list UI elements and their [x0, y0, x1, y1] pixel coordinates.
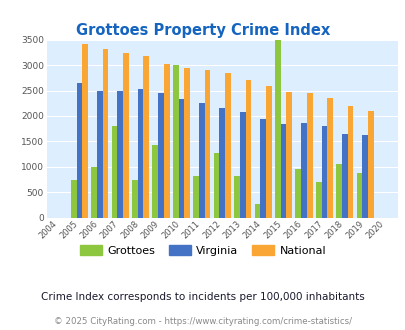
Bar: [213, 153, 219, 218]
Bar: [367, 111, 373, 218]
Text: Grottoes Property Crime Index: Grottoes Property Crime Index: [76, 23, 329, 38]
Bar: [111, 126, 117, 218]
Bar: [123, 53, 128, 218]
Bar: [254, 204, 260, 218]
Bar: [225, 73, 230, 218]
Bar: [295, 169, 301, 218]
Bar: [178, 99, 184, 218]
Bar: [91, 167, 97, 218]
Text: © 2025 CityRating.com - https://www.cityrating.com/crime-statistics/: © 2025 CityRating.com - https://www.city…: [54, 317, 351, 326]
Bar: [198, 103, 204, 218]
Bar: [306, 92, 312, 218]
Bar: [193, 176, 198, 218]
Bar: [152, 145, 158, 218]
Bar: [280, 124, 286, 218]
Bar: [245, 80, 251, 218]
Text: Crime Index corresponds to incidents per 100,000 inhabitants: Crime Index corresponds to incidents per…: [41, 292, 364, 302]
Bar: [260, 118, 265, 218]
Bar: [102, 49, 108, 218]
Bar: [70, 180, 76, 218]
Bar: [234, 176, 239, 218]
Legend: Grottoes, Virginia, National: Grottoes, Virginia, National: [75, 241, 330, 260]
Bar: [341, 134, 347, 218]
Bar: [274, 40, 280, 218]
Bar: [137, 89, 143, 218]
Bar: [184, 68, 190, 218]
Bar: [117, 91, 123, 218]
Bar: [326, 98, 332, 218]
Bar: [158, 93, 164, 218]
Bar: [315, 182, 321, 218]
Bar: [143, 56, 149, 218]
Bar: [164, 64, 169, 218]
Bar: [321, 126, 326, 218]
Bar: [97, 91, 102, 218]
Bar: [301, 122, 306, 218]
Bar: [335, 164, 341, 218]
Bar: [356, 173, 361, 218]
Bar: [361, 135, 367, 218]
Bar: [239, 113, 245, 218]
Bar: [219, 108, 225, 218]
Bar: [347, 106, 352, 218]
Bar: [173, 65, 178, 218]
Bar: [286, 91, 291, 218]
Bar: [76, 83, 82, 218]
Bar: [132, 180, 137, 218]
Bar: [204, 70, 210, 218]
Bar: [82, 44, 88, 218]
Bar: [265, 86, 271, 218]
